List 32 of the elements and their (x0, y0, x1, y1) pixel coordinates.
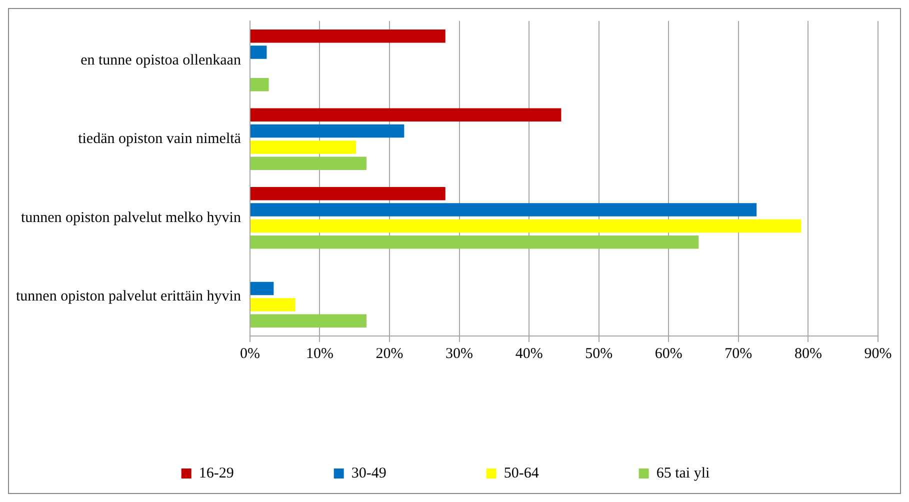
y-tick-label: tiedän opiston vain nimeltä (78, 131, 242, 148)
bar (250, 203, 757, 216)
x-tick-label: 90% (864, 346, 892, 362)
bar (250, 219, 802, 233)
x-tick-label: 20% (376, 346, 404, 362)
legend-label: 65 tai yli (656, 465, 710, 482)
x-tick-label: 30% (446, 346, 474, 362)
x-tick-label: 40% (515, 346, 543, 362)
legend-label: 16-29 (198, 465, 234, 482)
x-tick-label: 0% (240, 346, 260, 362)
bar (250, 156, 366, 170)
x-tick-label: 50% (585, 346, 613, 362)
bar (250, 124, 404, 138)
bar (250, 30, 446, 43)
bar (250, 314, 366, 328)
x-tick-label: 80% (794, 346, 822, 362)
y-tick-label: en tunne opistoa ollenkaan (80, 52, 242, 68)
bar (250, 140, 356, 154)
bar (250, 282, 274, 296)
x-tick-label: 60% (654, 346, 682, 362)
x-tick-label: 10% (306, 346, 334, 362)
x-tick-label: 70% (724, 346, 752, 362)
y-tick-label: tunnen opiston palvelut melko hyvin (20, 210, 242, 226)
legend-label: 30-49 (351, 465, 386, 482)
y-tick-label: tunnen opiston palvelut erittäin hyvin (16, 288, 242, 305)
bar (250, 78, 269, 92)
legend-label: 50-64 (504, 465, 540, 482)
bar (250, 298, 296, 312)
bar (250, 46, 267, 59)
bar (250, 235, 699, 249)
bar (250, 187, 446, 200)
bar (250, 108, 562, 122)
